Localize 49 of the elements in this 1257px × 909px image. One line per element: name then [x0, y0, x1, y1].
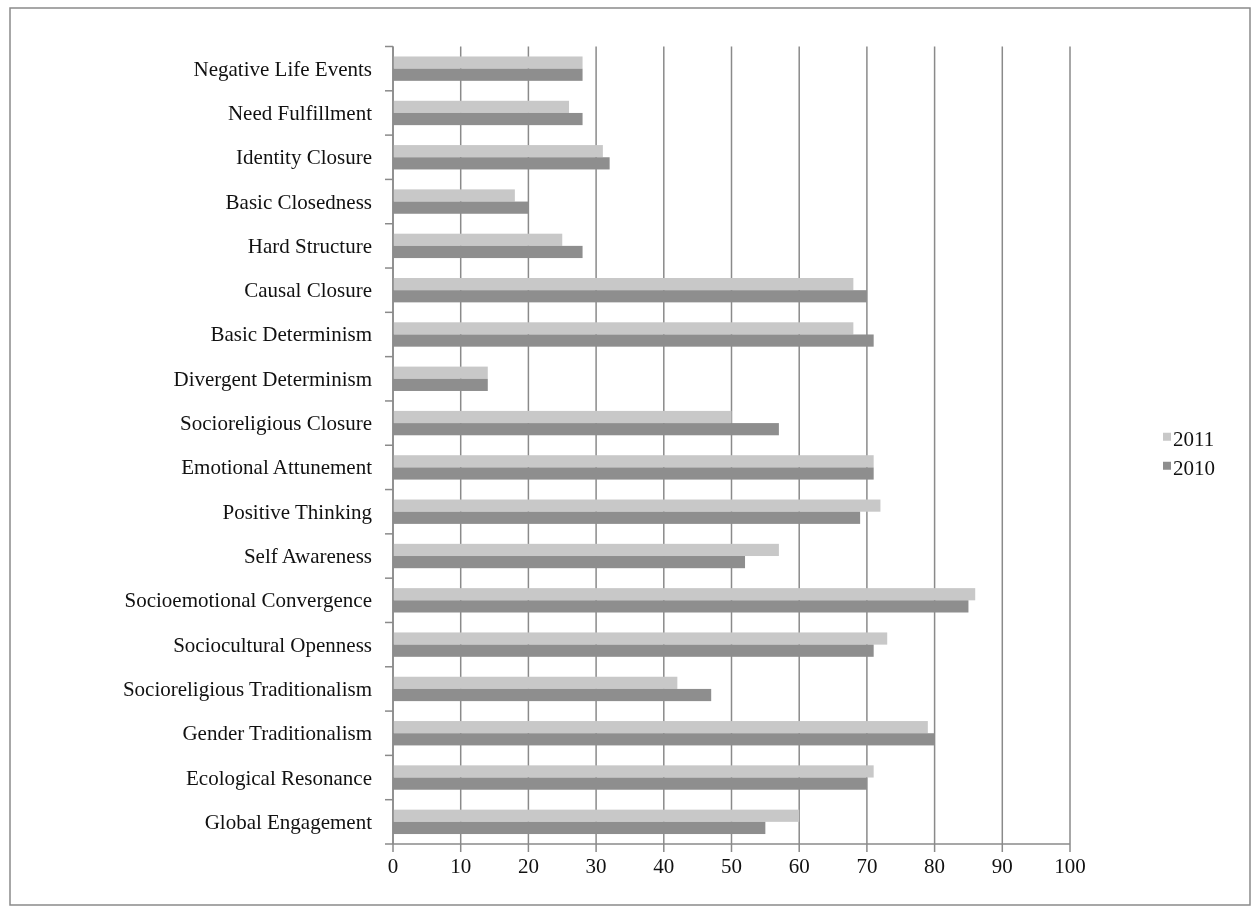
- bar: [393, 278, 854, 291]
- bar: [393, 676, 678, 689]
- y-tick-label: Sociocultural Openness: [173, 632, 372, 657]
- bar: [393, 410, 732, 424]
- x-tick-label: 90: [991, 854, 1013, 878]
- x-tick-label: 70: [856, 854, 878, 878]
- bar: [393, 189, 515, 202]
- y-tick-label: Negative Life Events: [193, 56, 372, 81]
- y-tick-label: Need Fulfillment: [227, 100, 373, 125]
- bar: [393, 100, 570, 113]
- x-tick-label: 80: [924, 854, 946, 878]
- y-tick-label: Socioemotional Convergence: [124, 588, 372, 613]
- y-tick-label: Self Awareness: [243, 544, 372, 569]
- x-tick-label: 20: [517, 854, 539, 878]
- x-tick-label: 100: [1054, 854, 1086, 878]
- x-tick-label: 40: [653, 854, 675, 878]
- bar: [393, 588, 976, 601]
- bar: [393, 543, 779, 557]
- bar: [393, 499, 881, 512]
- legend-label: 2010: [1173, 455, 1215, 480]
- y-tick-label: Emotional Attunement: [181, 455, 373, 480]
- y-tick-label: Hard Structure: [247, 233, 372, 258]
- y-tick-label: Causal Closure: [244, 278, 372, 303]
- bar: [393, 632, 888, 645]
- bar: [393, 322, 854, 335]
- x-tick-label: 10: [450, 854, 472, 878]
- bar: [393, 455, 874, 468]
- bar: [393, 145, 603, 158]
- bar: [393, 233, 563, 246]
- y-tick-label: Divergent Determinism: [173, 366, 372, 391]
- y-tick-label: Global Engagement: [204, 809, 373, 834]
- bar: [393, 809, 800, 822]
- y-tick-label: Basic Determinism: [210, 322, 372, 347]
- bar: [393, 366, 488, 379]
- y-tick-label: Basic Closedness: [225, 189, 372, 214]
- bar: [393, 721, 928, 734]
- y-tick-label: Gender Traditionalism: [182, 721, 372, 746]
- y-tick-label: Socioreligious Traditionalism: [122, 676, 372, 701]
- legend-label: 2011: [1173, 426, 1215, 451]
- x-tick-label: 0: [387, 854, 399, 878]
- x-tick-label: 60: [788, 854, 810, 878]
- x-tick-label: 30: [585, 854, 607, 878]
- y-tick-label: Ecological Resonance: [185, 765, 372, 790]
- x-tick-label: 50: [721, 854, 742, 878]
- y-tick-label: Socioreligious Closure: [180, 411, 372, 436]
- bar: [393, 56, 583, 69]
- y-tick-label: Identity Closure: [236, 145, 372, 170]
- bar: [393, 765, 874, 778]
- y-tick-label: Positive Thinking: [222, 499, 373, 524]
